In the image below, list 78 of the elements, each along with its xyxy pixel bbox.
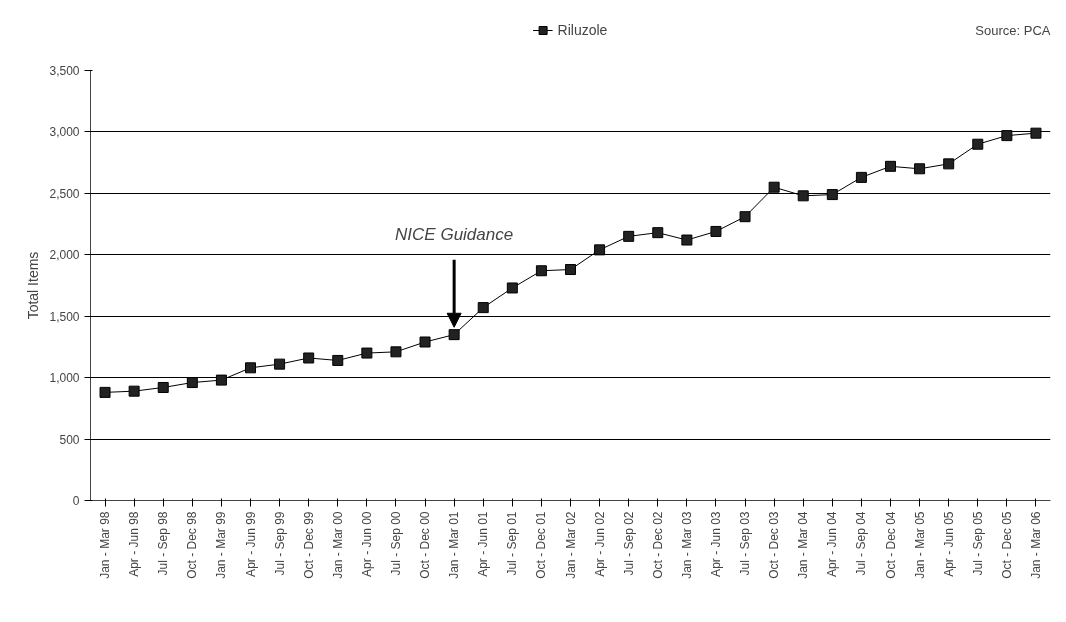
point xyxy=(1001,130,1013,142)
y-tick-label: 3,000 xyxy=(49,125,80,140)
point xyxy=(390,346,402,358)
x-tick-label: Apr - Jun 04 xyxy=(825,511,840,577)
point xyxy=(157,381,169,393)
x-tick-label: Jan - Mar 99 xyxy=(214,511,229,579)
x-tick-label: Jan - Mar 01 xyxy=(447,511,462,579)
point xyxy=(361,347,373,359)
y-axis-title: Total Items xyxy=(25,251,42,320)
x-tick-label: Jul - Sep 05 xyxy=(970,511,985,576)
point xyxy=(274,358,286,370)
x-tick-label: Jul - Sep 04 xyxy=(854,511,869,576)
point xyxy=(477,302,489,314)
point xyxy=(1030,127,1042,139)
y-tick-label: 2,500 xyxy=(49,186,80,201)
point xyxy=(885,160,896,172)
x-tick-label: Apr - Jun 02 xyxy=(592,511,607,577)
point xyxy=(506,282,518,294)
x-tick-label: Jul - Sep 01 xyxy=(505,511,520,576)
point xyxy=(128,385,140,397)
annotation: NICE Guidance xyxy=(395,224,514,244)
point xyxy=(797,190,809,202)
x-tick-label: Jan - Mar 02 xyxy=(563,511,578,579)
point xyxy=(623,230,635,242)
point xyxy=(681,234,693,246)
x-tick-label: Jan - Mar 06 xyxy=(1028,511,1043,579)
x-tick-label: Apr - Jun 99 xyxy=(243,511,258,577)
y-tick-label: 2,000 xyxy=(49,248,80,263)
point xyxy=(943,158,955,170)
x-tick-label: Jul - Sep 00 xyxy=(388,511,403,576)
point xyxy=(448,329,460,341)
point xyxy=(99,386,111,398)
y-tick-label: 1,000 xyxy=(49,371,80,386)
x-tick-label: Oct - Dec 04 xyxy=(883,511,898,579)
x-tick-label: Oct - Dec 00 xyxy=(418,511,433,579)
x-tick-label: Oct - Dec 99 xyxy=(301,511,316,579)
x-tick-label: Apr - Jun 98 xyxy=(127,511,142,577)
x-tick-label: Apr - Jun 00 xyxy=(359,511,374,577)
x-tick-label: Apr - Jun 03 xyxy=(708,511,723,577)
x-tick-label: Jan - Mar 05 xyxy=(912,511,927,579)
point xyxy=(914,163,926,175)
point xyxy=(419,336,431,348)
x-tick-label: Jul - Sep 99 xyxy=(272,511,287,576)
point xyxy=(855,171,867,183)
x-tick-label: Oct - Dec 98 xyxy=(185,511,200,579)
x-tick-label: Jan - Mar 98 xyxy=(98,511,113,579)
point xyxy=(972,138,984,150)
point xyxy=(565,264,576,276)
point xyxy=(186,377,198,389)
point xyxy=(215,374,227,386)
x-tick-label: Jan - Mar 03 xyxy=(679,511,694,579)
y-tick-label: 3,500 xyxy=(49,64,80,78)
x-tick-label: Apr - Jun 05 xyxy=(941,511,956,577)
point xyxy=(303,352,315,364)
point xyxy=(710,225,722,237)
x-tick-label: Apr - Jun 01 xyxy=(476,511,491,577)
point xyxy=(768,181,780,193)
point xyxy=(739,211,751,223)
x-tick-label: Oct - Dec 03 xyxy=(767,511,782,579)
point xyxy=(332,354,344,366)
x-tick-label: Jul - Sep 02 xyxy=(621,511,636,576)
point xyxy=(535,265,547,277)
y-tick-label: 1,500 xyxy=(49,309,80,324)
point xyxy=(245,362,256,374)
x-tick-label: Jan - Mar 00 xyxy=(330,511,345,579)
point xyxy=(652,227,664,239)
source-note: Source: PCA xyxy=(975,23,1051,38)
point xyxy=(826,189,838,201)
legend-label: Riluzole xyxy=(557,22,608,38)
y-tick-label: 500 xyxy=(59,432,80,447)
x-tick-label: Jul - Sep 03 xyxy=(738,511,753,576)
x-tick-label: Oct - Dec 02 xyxy=(650,511,665,579)
x-tick-label: Oct - Dec 01 xyxy=(534,511,549,579)
y-tick-label: 0 xyxy=(72,494,80,508)
x-tick-label: Jul - Sep 98 xyxy=(156,511,171,576)
x-tick-label: Oct - Dec 05 xyxy=(999,511,1014,579)
point xyxy=(594,244,606,256)
x-tick-label: Jan - Mar 04 xyxy=(796,511,811,579)
